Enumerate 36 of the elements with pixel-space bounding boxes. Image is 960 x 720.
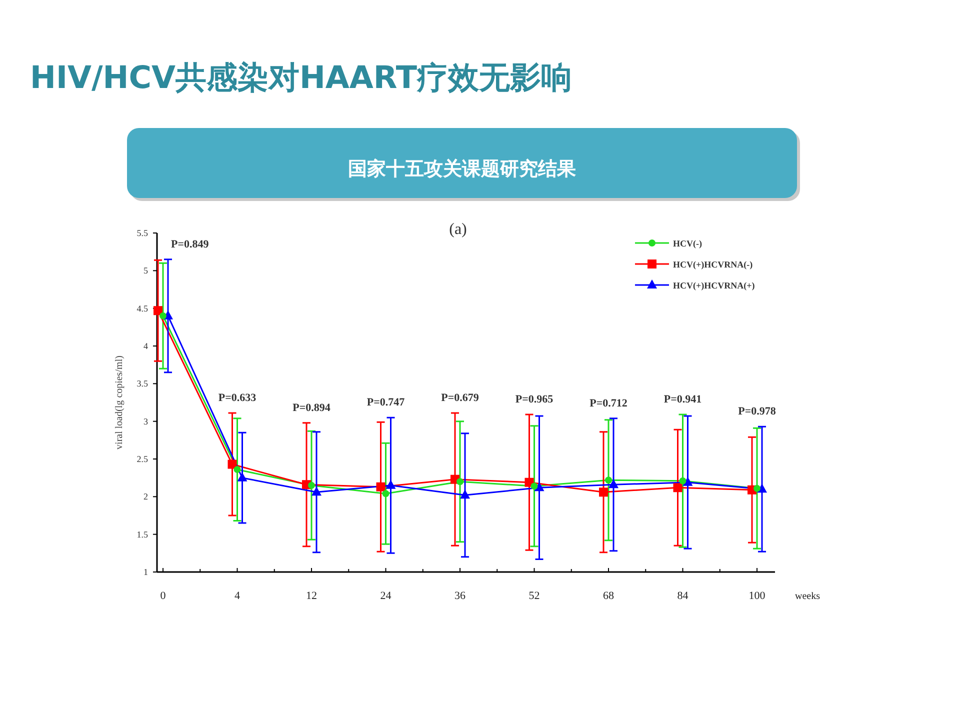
y-tick-label: 2.5 (136, 454, 148, 464)
x-tick-label: 4 (234, 590, 240, 602)
x-tick-label: 24 (380, 590, 392, 602)
annotation: P=0.747 (366, 396, 406, 409)
x-tick-label: 84 (677, 590, 689, 602)
x-tick-label: 52 (528, 590, 540, 602)
x-tick-label: 0 (160, 590, 166, 602)
legend-label: HCV(-) (673, 238, 702, 248)
legend-label: HCV(+)HCVRNA(-) (673, 260, 753, 270)
y-tick-label: 4.5 (136, 303, 148, 314)
x-axis-title: weeks (795, 591, 820, 602)
y-tick-label: 4 (144, 341, 148, 351)
x-tick-label: 100 (748, 590, 766, 602)
annotation: P=0.965 (515, 394, 554, 406)
annotation: P=0.894 (292, 402, 331, 414)
annotation: P=0.633 (218, 392, 257, 404)
y-tick-label: 5.5 (136, 228, 148, 238)
legend-label: HCV(+)HCVRNA(+) (673, 280, 755, 290)
y-tick-label: 1 (144, 567, 148, 577)
y-tick-label: 2 (144, 492, 148, 502)
y-tick-label: 3 (144, 416, 148, 426)
y-tick-label: 1.5 (136, 529, 148, 540)
y-axis-title: viral load(lg copies/ml) (114, 356, 125, 450)
y-tick-label: 3.5 (136, 378, 148, 389)
annotation: (a) (449, 221, 467, 238)
annotation: P=0.849 (171, 238, 210, 250)
chart-subtitle: 国家十五攻关课题研究结果 (348, 158, 577, 180)
x-tick-label: 36 (454, 590, 466, 602)
annotation: P=0.712 (590, 397, 628, 410)
annotation: P=0.978 (738, 406, 776, 418)
x-tick-label: 68 (603, 590, 614, 602)
y-tick-label: 5 (144, 266, 148, 276)
annotation: P=0.679 (441, 392, 480, 404)
x-tick-label: 12 (306, 590, 317, 602)
chart-title: HIV/HCV共感染对HAART疗效无影响 (30, 60, 572, 96)
annotation: P=0.941 (664, 394, 702, 406)
